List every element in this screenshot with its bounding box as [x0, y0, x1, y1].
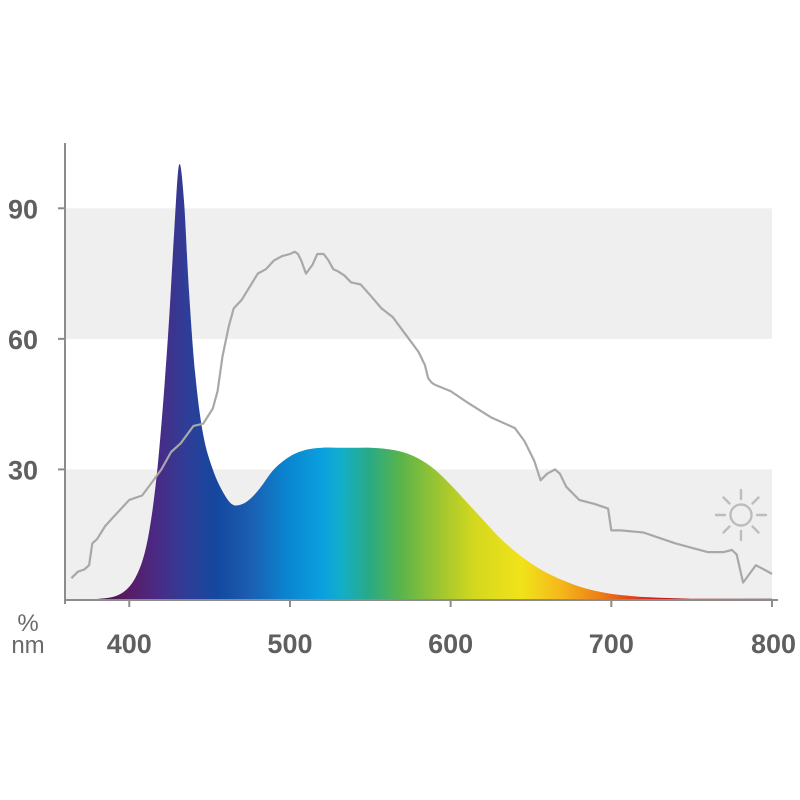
x-tick-label: 500 — [267, 629, 312, 659]
x-tick-label: 400 — [107, 629, 152, 659]
y-tick-label: 90 — [8, 194, 38, 224]
x-tick-labels: 400 500 600 700 800 — [107, 600, 796, 659]
x-axis-unit-label: nm — [11, 632, 44, 659]
sun-icon — [714, 488, 768, 542]
x-tick-label: 800 — [751, 629, 796, 659]
y-tick-label: 60 — [8, 325, 38, 355]
y-tick-labels: 30 60 90 — [8, 194, 65, 485]
y-axis-unit-label: % — [17, 610, 38, 637]
spectrum-area — [65, 163, 772, 600]
x-tick-label: 600 — [428, 629, 473, 659]
axes — [64, 143, 778, 604]
y-tick-label: 30 — [8, 455, 38, 485]
sunlight-reference-line — [70, 250, 773, 584]
x-tick-label: 700 — [589, 629, 634, 659]
